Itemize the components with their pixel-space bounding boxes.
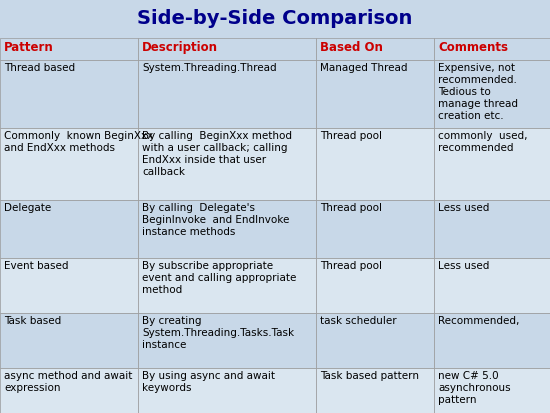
Text: Commonly  known BeginXxx
and EndXxx methods: Commonly known BeginXxx and EndXxx metho… — [4, 131, 153, 153]
Text: Side-by-Side Comparison: Side-by-Side Comparison — [138, 9, 412, 28]
Bar — [434, 60, 550, 128]
Text: Thread based: Thread based — [4, 63, 75, 73]
Text: Less used: Less used — [438, 261, 490, 271]
Bar — [316, 60, 434, 128]
Text: By using async and await
keywords: By using async and await keywords — [142, 371, 275, 393]
Bar — [138, 368, 316, 413]
Bar — [434, 313, 550, 368]
Text: System.Threading.Thread: System.Threading.Thread — [142, 63, 277, 73]
Text: Delegate: Delegate — [4, 203, 51, 213]
Text: By calling  BeginXxx method
with a user callback; calling
EndXxx inside that use: By calling BeginXxx method with a user c… — [142, 131, 292, 177]
Text: Task based: Task based — [4, 316, 61, 326]
Bar — [138, 313, 316, 368]
Bar — [0, 60, 138, 128]
Bar — [138, 38, 316, 60]
Text: Pattern: Pattern — [4, 41, 54, 54]
Bar — [434, 200, 550, 258]
Bar — [138, 60, 316, 128]
Bar — [0, 258, 138, 313]
Text: Thread pool: Thread pool — [320, 203, 382, 213]
Text: Recommended,: Recommended, — [438, 316, 519, 326]
Bar — [434, 128, 550, 200]
Text: async method and await
expression: async method and await expression — [4, 371, 133, 393]
Bar — [316, 368, 434, 413]
Text: Comments: Comments — [438, 41, 508, 54]
Text: commonly  used,
recommended: commonly used, recommended — [438, 131, 527, 153]
Bar — [0, 313, 138, 368]
Bar — [316, 128, 434, 200]
Bar — [434, 368, 550, 413]
Text: Thread pool: Thread pool — [320, 131, 382, 141]
Text: task scheduler: task scheduler — [320, 316, 397, 326]
Bar — [0, 128, 138, 200]
Bar — [0, 38, 138, 60]
Bar — [316, 200, 434, 258]
Text: Thread pool: Thread pool — [320, 261, 382, 271]
Text: new C# 5.0
asynchronous
pattern: new C# 5.0 asynchronous pattern — [438, 371, 510, 405]
Text: Event based: Event based — [4, 261, 69, 271]
Bar — [0, 368, 138, 413]
Text: Less used: Less used — [438, 203, 490, 213]
Text: Description: Description — [142, 41, 218, 54]
Bar — [138, 200, 316, 258]
Text: Managed Thread: Managed Thread — [320, 63, 408, 73]
Text: Based On: Based On — [320, 41, 383, 54]
Text: Expensive, not
recommended.
Tedious to
manage thread
creation etc.: Expensive, not recommended. Tedious to m… — [438, 63, 518, 121]
Text: By calling  Delegate's
BeginInvoke  and EndInvoke
instance methods: By calling Delegate's BeginInvoke and En… — [142, 203, 289, 237]
Bar — [316, 258, 434, 313]
Bar — [434, 258, 550, 313]
Bar — [316, 38, 434, 60]
Text: Task based pattern: Task based pattern — [320, 371, 419, 381]
Bar — [138, 128, 316, 200]
Bar — [316, 313, 434, 368]
Bar — [434, 38, 550, 60]
Text: By subscribe appropriate
event and calling appropriate
method: By subscribe appropriate event and calli… — [142, 261, 296, 295]
Bar — [138, 258, 316, 313]
Bar — [0, 200, 138, 258]
Text: By creating
System.Threading.Tasks.Task
instance: By creating System.Threading.Tasks.Task … — [142, 316, 294, 350]
